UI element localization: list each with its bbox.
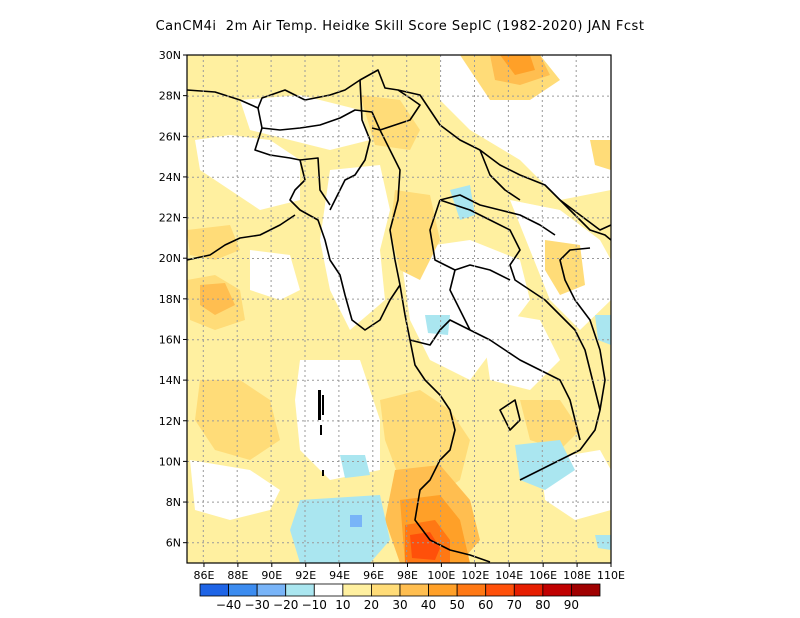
y-tick-label: 14N (159, 374, 181, 387)
colorbar-label: 60 (478, 598, 493, 612)
y-axis: 30N 28N 26N 24N 22N 20N 18N 16N 14N 12N 10N 8N 6N (159, 49, 187, 550)
y-tick-label: 8N (166, 496, 181, 509)
colorbar: −40 −30 −20 −10 10 20 30 40 50 60 70 80 90 (199, 583, 601, 612)
x-tick-label: 96E (363, 569, 384, 582)
x-tick-label: 108E (563, 569, 591, 582)
colorbar-label: 20 (364, 598, 379, 612)
islands (318, 390, 324, 476)
colorbar-swatch (199, 583, 229, 597)
y-tick-label: 30N (159, 49, 181, 62)
x-tick-label: 104E (495, 569, 523, 582)
colorbar-swatch (256, 583, 287, 597)
colorbar-swatch (542, 583, 572, 597)
colorbar-swatch (371, 583, 401, 597)
colorbar-swatch (313, 583, 344, 597)
colorbar-swatch (485, 583, 515, 597)
colorbar-swatch (428, 583, 458, 597)
x-tick-label: 90E (261, 569, 282, 582)
x-tick-label: 106E (529, 569, 557, 582)
colorbar-label: 10 (335, 598, 350, 612)
x-tick-label: 88E (227, 569, 248, 582)
colorbar-label: −20 (273, 598, 298, 612)
y-tick-label: 28N (159, 90, 181, 103)
x-tick-label: 98E (397, 569, 418, 582)
x-tick-label: 94E (329, 569, 350, 582)
y-tick-label: 10N (159, 455, 181, 468)
y-tick-label: 6N (166, 537, 181, 550)
x-tick-label: 110E (597, 569, 625, 582)
negative-skill-regions (290, 185, 611, 563)
chart-title: CanCM4i 2m Air Temp. Heidke Skill Score … (155, 19, 645, 34)
x-axis: 86E 88E 90E 92E 94E 96E 98E 100E 102E 104E 106E 108… (193, 563, 625, 582)
x-tick-label: 100E (427, 569, 455, 582)
colorbar-swatch (228, 583, 258, 597)
colorbar-swatch (342, 583, 372, 597)
max-skill-regions (410, 532, 440, 560)
y-tick-label: 26N (159, 130, 181, 143)
moderate-negative-regions (350, 515, 362, 527)
skill-field (187, 55, 611, 563)
x-tick-label: 102E (461, 569, 489, 582)
colorbar-swatch (285, 583, 315, 597)
colorbar-label: −30 (244, 598, 269, 612)
colorbar-label: 70 (507, 598, 522, 612)
colorbar-label: 30 (392, 598, 407, 612)
colorbar-swatch (399, 583, 429, 597)
colorbar-swatch (513, 583, 544, 597)
coastlines-borders (187, 69, 611, 563)
colorbar-label: −40 (216, 598, 241, 612)
plot-frame (186, 54, 612, 564)
y-tick-label: 16N (159, 333, 181, 346)
y-tick-label: 20N (159, 252, 181, 265)
colorbar-label: 50 (450, 598, 465, 612)
colorbar-swatch (456, 583, 487, 597)
colorbar-label: −10 (302, 598, 327, 612)
y-tick-label: 22N (159, 212, 181, 225)
colorbar-label: 40 (421, 598, 436, 612)
y-tick-label: 18N (159, 293, 181, 306)
colorbar-label: 90 (564, 598, 579, 612)
colorbar-label: 80 (535, 598, 550, 612)
x-tick-label: 92E (295, 569, 316, 582)
y-tick-label: 24N (159, 171, 181, 184)
colorbar-swatch (571, 583, 601, 597)
x-tick-label: 86E (193, 569, 214, 582)
gridlines (187, 55, 611, 563)
y-tick-label: 12N (159, 415, 181, 428)
